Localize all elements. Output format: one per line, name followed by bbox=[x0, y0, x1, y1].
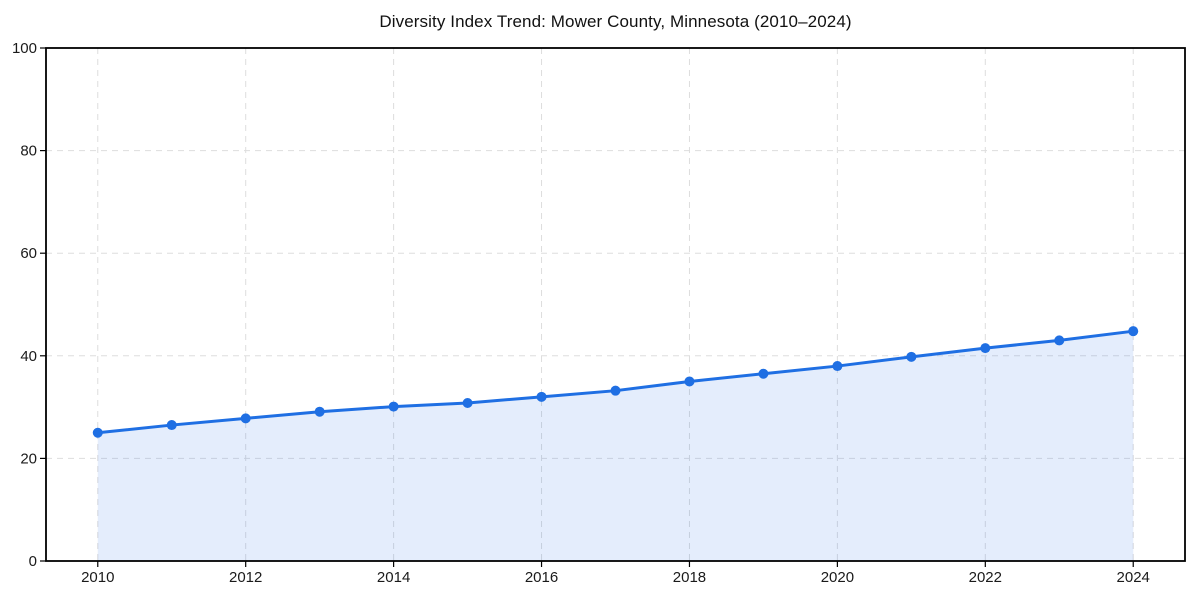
svg-text:0: 0 bbox=[29, 553, 37, 570]
svg-text:2022: 2022 bbox=[969, 569, 1002, 586]
svg-text:100: 100 bbox=[12, 40, 37, 57]
svg-text:2012: 2012 bbox=[229, 569, 262, 586]
svg-text:2018: 2018 bbox=[673, 569, 706, 586]
svg-text:40: 40 bbox=[20, 348, 37, 365]
chart-title: Diversity Index Trend: Mower County, Min… bbox=[379, 12, 852, 31]
svg-text:2010: 2010 bbox=[81, 569, 114, 586]
svg-text:60: 60 bbox=[20, 245, 37, 262]
svg-text:20: 20 bbox=[20, 450, 37, 467]
svg-text:2024: 2024 bbox=[1117, 569, 1150, 586]
svg-text:2020: 2020 bbox=[821, 569, 854, 586]
svg-text:2016: 2016 bbox=[525, 569, 558, 586]
svg-text:80: 80 bbox=[20, 143, 37, 160]
svg-text:2014: 2014 bbox=[377, 569, 410, 586]
